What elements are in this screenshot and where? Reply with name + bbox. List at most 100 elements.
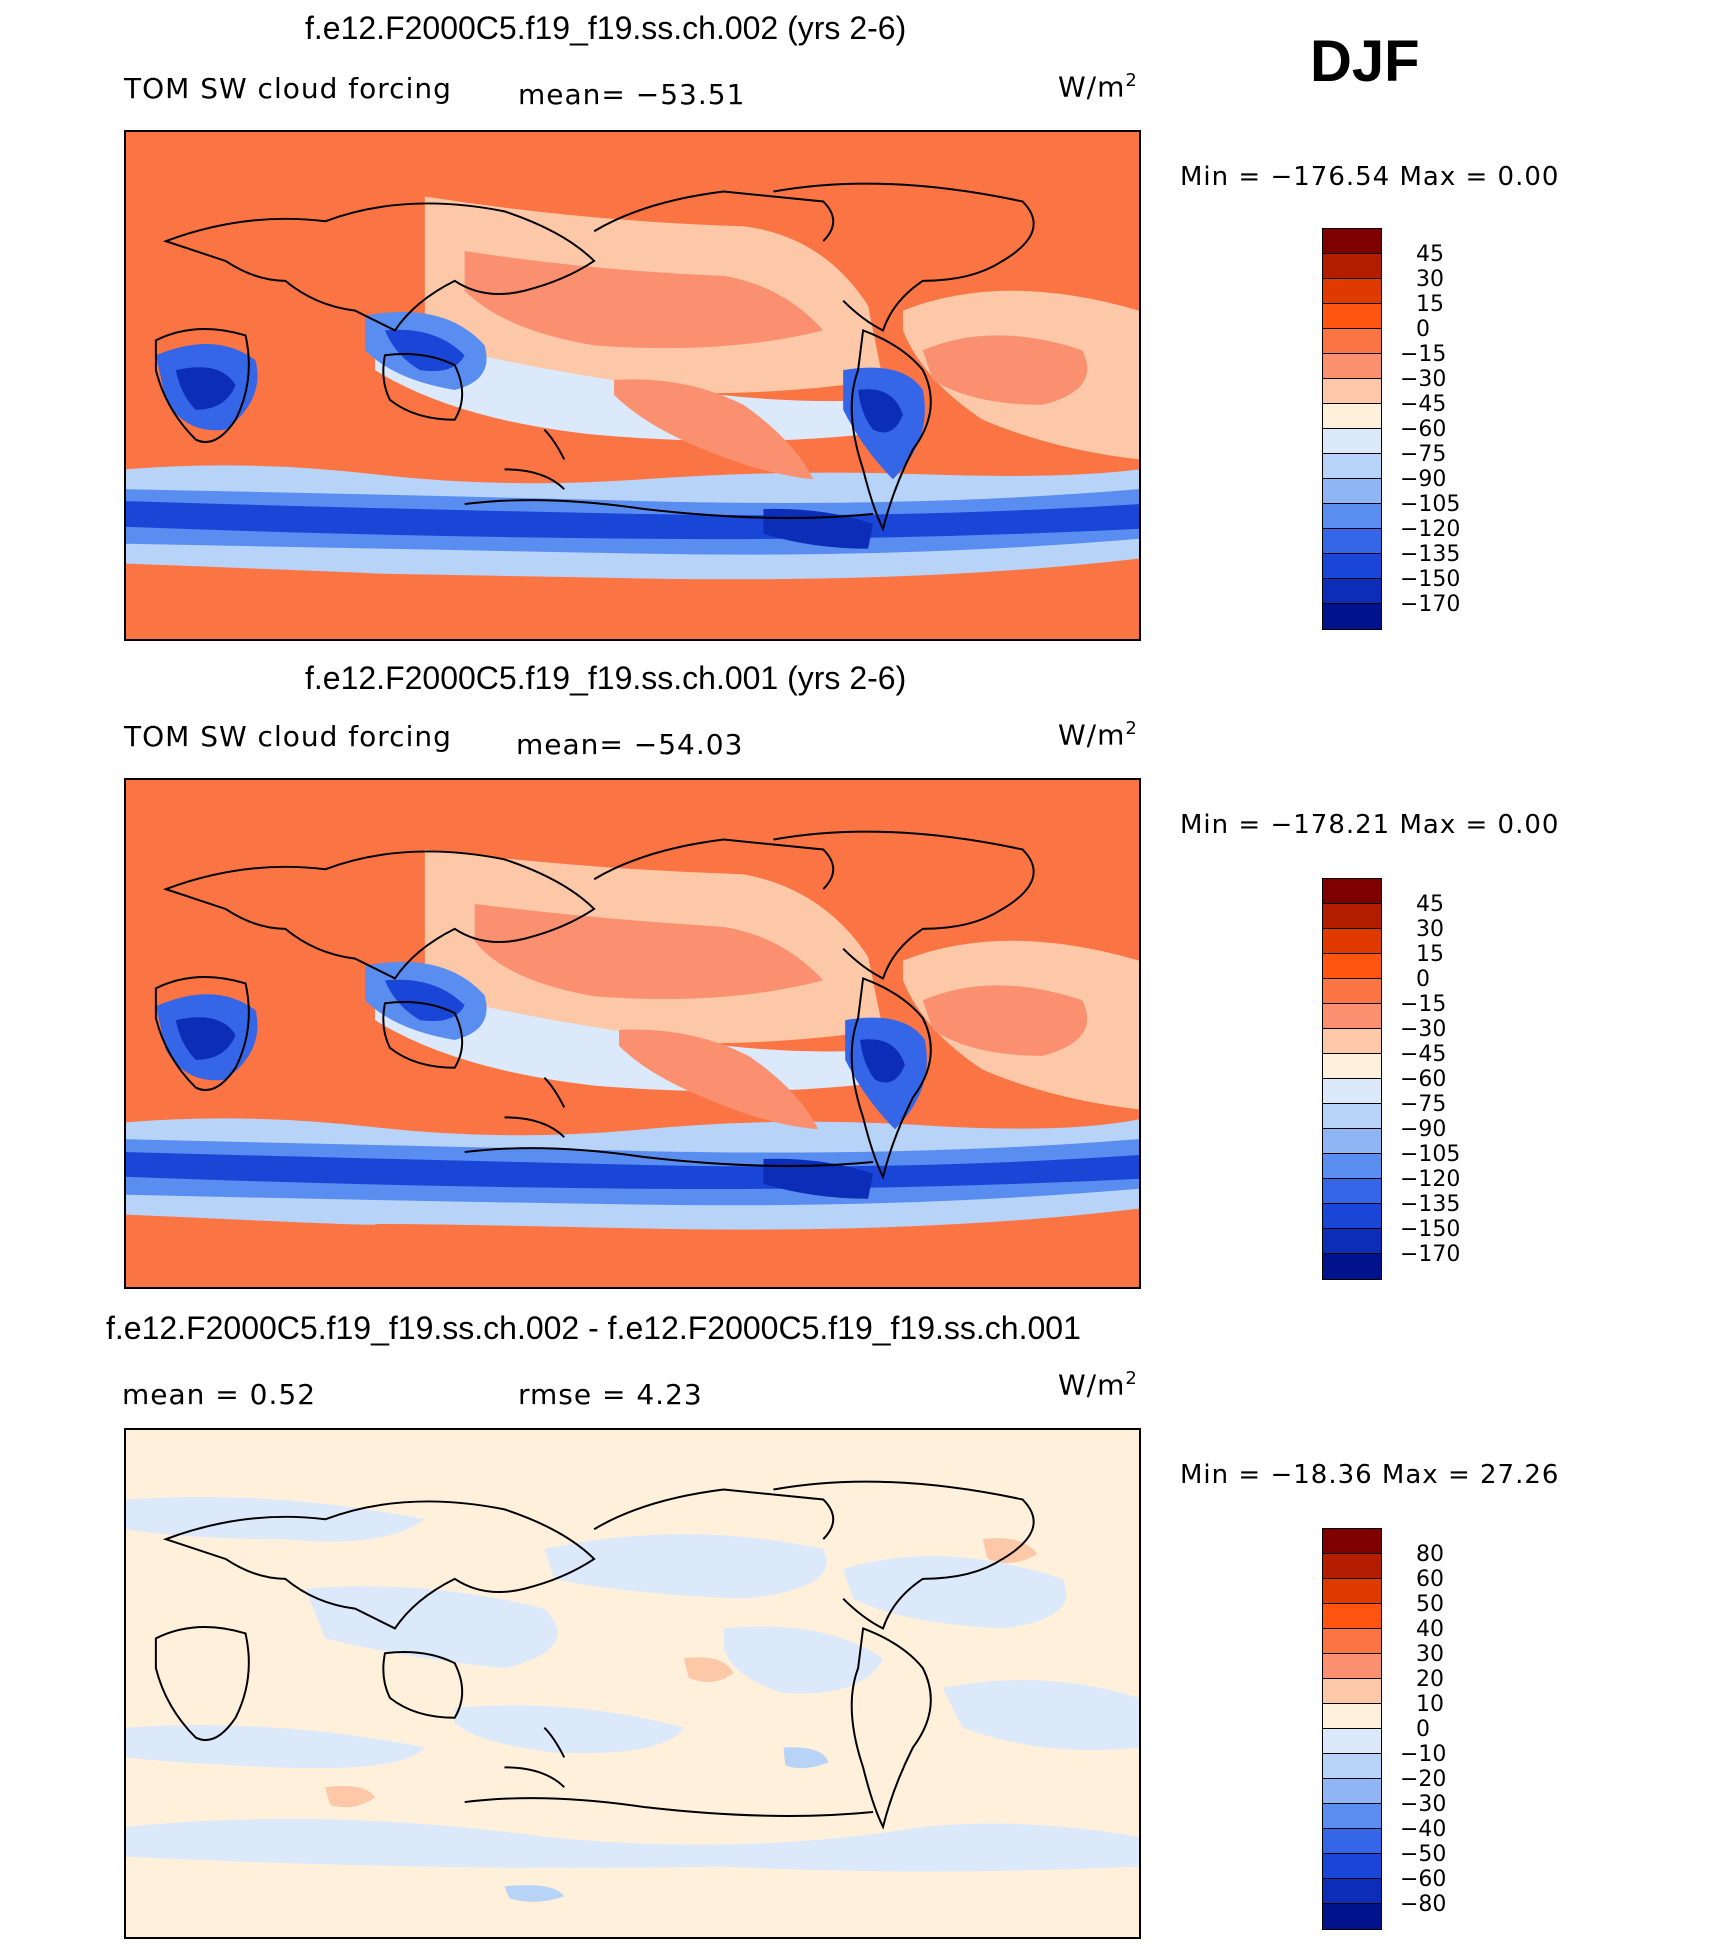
panel-2-units: W/m2 — [1058, 718, 1138, 752]
colorbar-label: −60 — [1400, 1867, 1447, 1892]
panel-2-colorbar — [1322, 878, 1382, 1280]
colorbar-label: −10 — [1400, 1742, 1447, 1767]
colorbar-swatch — [1323, 954, 1381, 979]
colorbar-label: −30 — [1400, 1792, 1447, 1817]
colorbar-label: −150 — [1400, 567, 1461, 592]
colorbar-label: −105 — [1400, 1142, 1461, 1167]
panel-2-mean-label: mean= −54.03 — [516, 728, 744, 761]
colorbar-label: 50 — [1416, 1592, 1444, 1617]
panel-3-colorbar — [1322, 1528, 1382, 1930]
colorbar-label: −45 — [1400, 392, 1447, 417]
colorbar-swatch — [1323, 229, 1381, 254]
colorbar-label: 45 — [1416, 242, 1444, 267]
colorbar-label: −60 — [1400, 417, 1447, 442]
colorbar-swatch — [1323, 1154, 1381, 1179]
colorbar-swatch — [1323, 1604, 1381, 1629]
colorbar-label: −170 — [1400, 1242, 1461, 1267]
colorbar-swatch — [1323, 879, 1381, 904]
colorbar-swatch — [1323, 1654, 1381, 1679]
panel-2-map — [124, 778, 1141, 1289]
colorbar-swatch — [1323, 504, 1381, 529]
colorbar-swatch — [1323, 429, 1381, 454]
colorbar-swatch — [1323, 904, 1381, 929]
panel-1-map — [124, 130, 1141, 641]
colorbar-swatch — [1323, 604, 1381, 629]
panel-1-units: W/m2 — [1058, 70, 1138, 104]
colorbar-label: −120 — [1400, 1167, 1461, 1192]
panel-3-mean-label: mean = 0.52 — [122, 1378, 317, 1411]
panel-3-rmse-label: rmse = 4.23 — [518, 1378, 703, 1411]
season-label: DJF — [1310, 29, 1420, 94]
colorbar-label: −50 — [1400, 1842, 1447, 1867]
colorbar-swatch — [1323, 454, 1381, 479]
colorbar-swatch — [1323, 354, 1381, 379]
colorbar-swatch — [1323, 554, 1381, 579]
panel-2-map-field — [126, 780, 1139, 1287]
colorbar-swatch — [1323, 1204, 1381, 1229]
colorbar-label: −60 — [1400, 1067, 1447, 1092]
colorbar-label: −135 — [1400, 542, 1461, 567]
colorbar-swatch — [1323, 379, 1381, 404]
colorbar-swatch — [1323, 1229, 1381, 1254]
colorbar-swatch — [1323, 1779, 1381, 1804]
colorbar-label: 0 — [1416, 1717, 1430, 1742]
colorbar-swatch — [1323, 1879, 1381, 1904]
colorbar-label: −135 — [1400, 1192, 1461, 1217]
colorbar-label: −80 — [1400, 1892, 1447, 1917]
colorbar-label: 15 — [1416, 292, 1444, 317]
panel-2-min-max: Min = −178.21 Max = 0.00 — [1180, 810, 1560, 840]
panel-1-map-field — [126, 132, 1139, 639]
panel-2-title: f.e12.F2000C5.f19_f19.ss.ch.001 (yrs 2-6… — [305, 660, 907, 696]
colorbar-label: −15 — [1400, 992, 1447, 1017]
colorbar-swatch — [1323, 1129, 1381, 1154]
colorbar-swatch — [1323, 579, 1381, 604]
colorbar-label: −20 — [1400, 1767, 1447, 1792]
colorbar-label: 30 — [1416, 267, 1444, 292]
colorbar-swatch — [1323, 279, 1381, 304]
colorbar-swatch — [1323, 304, 1381, 329]
colorbar-label: 15 — [1416, 942, 1444, 967]
panel-2-variable-label: TOM SW cloud forcing — [124, 720, 452, 753]
panel-3-map-field — [126, 1430, 1139, 1937]
panel-3-min-max: Min = −18.36 Max = 27.26 — [1180, 1460, 1560, 1490]
colorbar-label: 0 — [1416, 317, 1430, 342]
colorbar-swatch — [1323, 1529, 1381, 1554]
colorbar-label: 60 — [1416, 1567, 1444, 1592]
colorbar-swatch — [1323, 1104, 1381, 1129]
colorbar-swatch — [1323, 1829, 1381, 1854]
colorbar-label: −45 — [1400, 1042, 1447, 1067]
colorbar-swatch — [1323, 1004, 1381, 1029]
colorbar-label: 80 — [1416, 1542, 1444, 1567]
colorbar-label: −170 — [1400, 592, 1461, 617]
colorbar-swatch — [1323, 1179, 1381, 1204]
colorbar-swatch — [1323, 404, 1381, 429]
panel-1-variable-label: TOM SW cloud forcing — [124, 72, 452, 105]
panel-3-units: W/m2 — [1058, 1368, 1138, 1402]
colorbar-label: −150 — [1400, 1217, 1461, 1242]
colorbar-swatch — [1323, 1554, 1381, 1579]
colorbar-label: −40 — [1400, 1817, 1447, 1842]
colorbar-label: −30 — [1400, 367, 1447, 392]
colorbar-swatch — [1323, 1254, 1381, 1279]
colorbar-label: 0 — [1416, 967, 1430, 992]
colorbar-swatch — [1323, 1754, 1381, 1779]
colorbar-label: 40 — [1416, 1617, 1444, 1642]
colorbar-swatch — [1323, 1804, 1381, 1829]
colorbar-swatch — [1323, 1029, 1381, 1054]
colorbar-swatch — [1323, 529, 1381, 554]
colorbar-swatch — [1323, 1704, 1381, 1729]
colorbar-label: 30 — [1416, 1642, 1444, 1667]
colorbar-label: 30 — [1416, 917, 1444, 942]
colorbar-label: −105 — [1400, 492, 1461, 517]
colorbar-swatch — [1323, 329, 1381, 354]
colorbar-swatch — [1323, 1079, 1381, 1104]
colorbar-swatch — [1323, 1854, 1381, 1879]
colorbar-label: 45 — [1416, 892, 1444, 917]
colorbar-swatch — [1323, 1629, 1381, 1654]
colorbar-label: −15 — [1400, 342, 1447, 367]
colorbar-label: 20 — [1416, 1667, 1444, 1692]
colorbar-swatch — [1323, 1679, 1381, 1704]
colorbar-swatch — [1323, 1579, 1381, 1604]
panel-1-mean-label: mean= −53.51 — [518, 78, 746, 111]
panel-1-min-max: Min = −176.54 Max = 0.00 — [1180, 162, 1560, 192]
